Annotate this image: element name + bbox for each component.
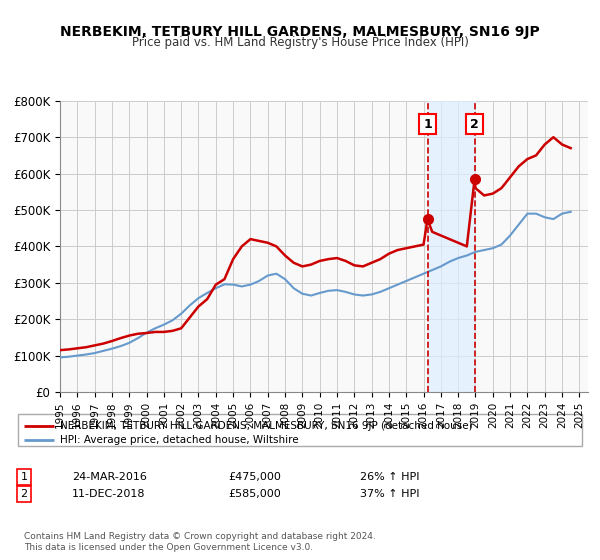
Text: NERBEKIM, TETBURY HILL GARDENS, MALMESBURY, SN16 9JP (detached house): NERBEKIM, TETBURY HILL GARDENS, MALMESBU… [60, 421, 473, 431]
Text: 24-MAR-2016: 24-MAR-2016 [72, 472, 147, 482]
Text: NERBEKIM, TETBURY HILL GARDENS, MALMESBURY, SN16 9JP: NERBEKIM, TETBURY HILL GARDENS, MALMESBU… [60, 25, 540, 39]
Text: 11-DEC-2018: 11-DEC-2018 [72, 489, 146, 499]
Text: 1: 1 [423, 118, 432, 130]
Text: HPI: Average price, detached house, Wiltshire: HPI: Average price, detached house, Wilt… [60, 435, 299, 445]
Text: 2: 2 [470, 118, 479, 130]
Text: 26% ↑ HPI: 26% ↑ HPI [360, 472, 419, 482]
Text: 1: 1 [20, 472, 28, 482]
Text: Contains HM Land Registry data © Crown copyright and database right 2024.
This d: Contains HM Land Registry data © Crown c… [24, 532, 376, 552]
Text: Price paid vs. HM Land Registry's House Price Index (HPI): Price paid vs. HM Land Registry's House … [131, 36, 469, 49]
Text: 2: 2 [20, 489, 28, 499]
Text: £475,000: £475,000 [228, 472, 281, 482]
Bar [428, 101, 475, 392]
Text: 37% ↑ HPI: 37% ↑ HPI [360, 489, 419, 499]
Text: £585,000: £585,000 [228, 489, 281, 499]
